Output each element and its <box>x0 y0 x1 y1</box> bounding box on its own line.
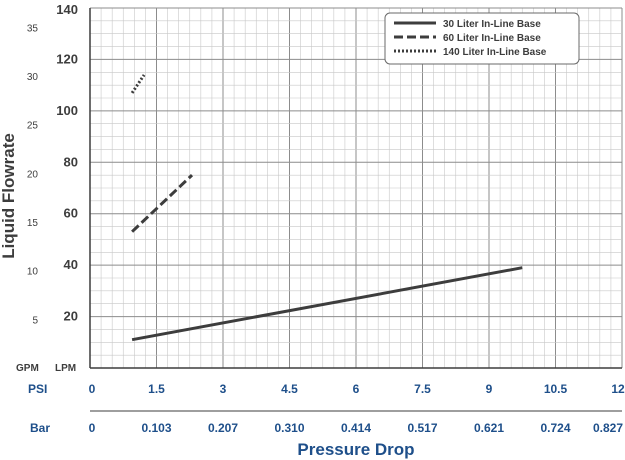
gpm-tick-label: 30 <box>27 72 39 83</box>
legend-label-60-liter: 60 Liter In-Line Base <box>443 33 541 44</box>
lpm-tick-label: 100 <box>56 103 78 118</box>
psi-tick-label: 3 <box>220 382 227 396</box>
lpm-tick-label: 40 <box>64 257 78 272</box>
lpm-tick-label: 120 <box>56 51 78 66</box>
x-axis-ticks: 0 1.5 3 4.5 6 7.5 9 10.5 12 0 0.103 0.207 0.310 0.414… <box>89 382 625 435</box>
psi-tick-label: 0 <box>89 382 96 396</box>
legend-box <box>384 12 580 65</box>
series-line-solid <box>131 266 523 342</box>
psi-tick-label: 10.5 <box>544 382 568 396</box>
lpm-tick-label: 60 <box>64 206 78 221</box>
gpm-tick-label: 35 <box>27 23 39 34</box>
legend-label-30-liter: 30 Liter In-Line Base <box>443 19 541 30</box>
gpm-tick-label: 10 <box>27 267 39 278</box>
psi-tick-label: 9 <box>486 382 493 396</box>
gpm-tick-label: 25 <box>27 121 39 132</box>
y-axis-title: Liquid Flowrate <box>0 133 18 259</box>
bar-tick-label: 0.724 <box>540 421 570 435</box>
lpm-unit-label: LPM <box>55 363 76 374</box>
lpm-tick-label: 140 <box>56 2 78 17</box>
psi-tick-label: 4.5 <box>281 382 298 396</box>
psi-tick-label: 7.5 <box>414 382 431 396</box>
psi-tick-label: 1.5 <box>148 382 165 396</box>
bar-tick-label: 0.827 <box>593 421 623 435</box>
series-line-dashed <box>131 174 194 233</box>
x-axis-title: Pressure Drop <box>297 440 414 459</box>
psi-tick-label: 12 <box>611 382 625 396</box>
psi-tick-label: 6 <box>353 382 360 396</box>
gpm-tick-label: 15 <box>27 218 39 229</box>
series-lines <box>130 74 523 342</box>
gpm-tick-label: 5 <box>32 315 38 326</box>
y-axis-ticks: 20 40 60 80 100 120 140 5 10 15 20 25 30 35 <box>27 2 78 326</box>
grid <box>89 7 623 369</box>
bar-tick-label: 0.517 <box>407 421 437 435</box>
bar-tick-label: 0.103 <box>141 421 171 435</box>
bar-tick-label: 0.207 <box>208 421 238 435</box>
gpm-unit-label: GPM <box>16 363 39 374</box>
lpm-tick-label: 20 <box>64 309 78 324</box>
series-line-dotted <box>130 74 146 94</box>
bar-tick-label: 0.414 <box>341 421 371 435</box>
bar-tick-label: 0.621 <box>474 421 504 435</box>
bar-tick-label: 0 <box>89 421 96 435</box>
legend: 30 Liter In-Line Base 60 Liter In-Line B… <box>384 12 580 65</box>
lpm-tick-label: 80 <box>64 154 78 169</box>
gpm-tick-label: 20 <box>27 169 39 180</box>
bar-tick-label: 0.310 <box>274 421 304 435</box>
plot-frame <box>89 8 622 369</box>
psi-axis-label: PSI <box>28 382 47 396</box>
legend-label-140-liter: 140 Liter In-Line Base <box>443 47 547 58</box>
bar-axis-label: Bar <box>30 421 50 435</box>
